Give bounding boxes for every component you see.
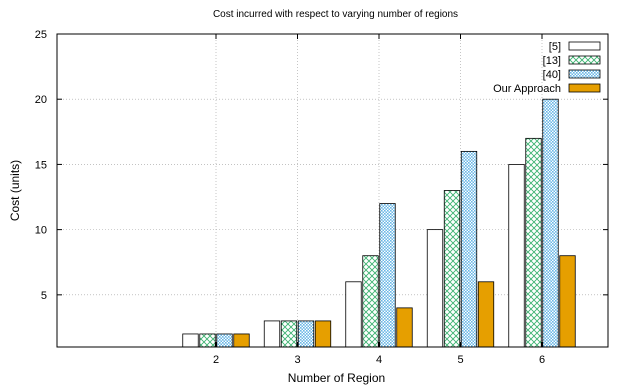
bar-40-4 (379, 203, 396, 348)
bar-our-approach-2 (233, 333, 250, 348)
legend-label: [40] (543, 69, 561, 81)
bar-13-2 (199, 333, 216, 348)
x-tick-label: 6 (539, 354, 545, 366)
bar-5-6 (508, 164, 525, 348)
bar-our-approach-6 (559, 255, 576, 348)
bar-our-approach-3 (314, 320, 332, 348)
y-tick-label: 15 (35, 159, 47, 171)
y-tick-label: 25 (35, 29, 47, 41)
bar-our-approach-5 (477, 281, 495, 348)
bar-13-6 (525, 137, 542, 348)
plot-area-frame (56, 33, 609, 348)
legend-swatch (568, 69, 601, 79)
legend-label: Our Approach (493, 83, 561, 95)
chart-title: Cost incurred with respect to varying nu… (213, 9, 458, 20)
legend-swatch (568, 41, 601, 51)
x-tick-label: 4 (376, 354, 382, 366)
legend-swatch (568, 83, 601, 93)
x-tick-label: 3 (294, 354, 300, 366)
legend-label: [5] (549, 41, 561, 53)
legend: [5] [13] [40] Our Approach (493, 41, 601, 95)
bar-13-4 (362, 255, 379, 348)
bar-40-5 (460, 150, 478, 348)
legend-label: [13] (543, 55, 561, 67)
x-tick-label: 5 (457, 354, 463, 366)
bar-5-3 (263, 320, 281, 348)
bar-5-5 (426, 229, 444, 348)
bar-40-6 (542, 98, 559, 348)
legend-swatch (568, 55, 601, 65)
grid-lines (57, 33, 608, 347)
x-axis-title: Number of Region (288, 371, 385, 385)
bar-our-approach-4 (396, 307, 413, 348)
bar-5-4 (345, 281, 362, 348)
axis-ticks: 5 10 15 20 25 2 3 4 5 6 (35, 29, 608, 366)
bar-40-2 (216, 333, 233, 348)
bar-13-3 (280, 320, 298, 348)
y-axis-title: Cost (units) (8, 160, 22, 221)
bar-40-3 (297, 320, 315, 348)
y-tick-label: 10 (35, 225, 47, 237)
y-tick-label: 5 (41, 290, 47, 302)
bar-13-5 (443, 190, 461, 348)
bar-5-2 (182, 333, 199, 348)
y-tick-label: 20 (35, 94, 47, 106)
x-tick-label: 2 (213, 354, 219, 366)
